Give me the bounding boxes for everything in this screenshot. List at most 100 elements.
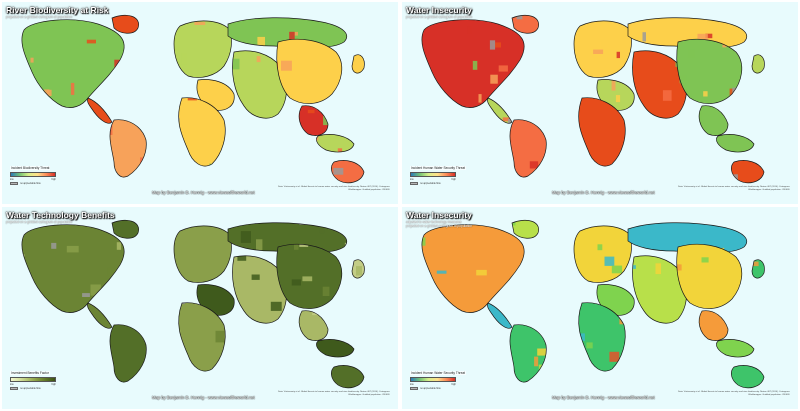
grid-cell bbox=[276, 408, 280, 409]
grid-cell bbox=[263, 179, 270, 183]
landmass-border bbox=[716, 339, 755, 358]
grid-cell bbox=[609, 351, 620, 362]
grid-cell bbox=[409, 291, 413, 299]
grid-cell bbox=[418, 398, 426, 409]
grid-cell bbox=[10, 19, 19, 24]
grid-cell bbox=[775, 220, 782, 227]
grid-cell bbox=[531, 249, 537, 255]
grid-cell bbox=[795, 258, 798, 264]
grid-cell bbox=[547, 21, 552, 30]
grid-cell bbox=[509, 209, 521, 220]
grid-cell bbox=[356, 319, 360, 324]
grid-cell bbox=[521, 390, 531, 393]
grid-cell bbox=[594, 405, 601, 409]
grid-cell bbox=[392, 355, 398, 367]
grid-cell bbox=[242, 357, 252, 368]
grid-cell bbox=[380, 170, 386, 181]
grid-cell bbox=[268, 4, 277, 14]
grid-cell bbox=[714, 3, 718, 9]
grid-cell bbox=[552, 377, 564, 382]
grid-cell bbox=[232, 407, 240, 410]
grid-cell bbox=[566, 355, 573, 363]
grid-cell bbox=[522, 111, 531, 115]
landmass-border bbox=[276, 38, 343, 104]
grid-cell bbox=[100, 196, 104, 204]
grid-cell bbox=[797, 198, 799, 204]
grid-cell bbox=[458, 117, 468, 124]
grid-cell bbox=[182, 400, 192, 409]
grid-cell bbox=[726, 154, 732, 159]
grid-cell bbox=[426, 135, 430, 142]
legend-label: Incident Biodiversity Threat bbox=[10, 166, 51, 170]
grid-cell bbox=[344, 214, 352, 223]
legend-none-label: no appreciable flow bbox=[420, 387, 441, 390]
landmass-fill bbox=[716, 339, 754, 357]
grid-cell bbox=[613, 367, 622, 376]
grid-cell bbox=[74, 110, 82, 117]
grid-cell bbox=[347, 117, 357, 126]
grid-cell bbox=[80, 394, 88, 399]
grid-cell bbox=[139, 294, 150, 301]
grid-cell bbox=[286, 371, 294, 377]
grid-cell bbox=[472, 353, 484, 358]
grid-cell bbox=[165, 66, 171, 70]
grid-cell bbox=[365, 333, 370, 341]
grid-cell bbox=[79, 379, 84, 386]
grid-cell bbox=[762, 346, 773, 350]
grid-cell bbox=[396, 96, 398, 105]
grid-cell bbox=[671, 342, 679, 354]
grid-cell bbox=[227, 174, 237, 181]
grid-cell bbox=[624, 158, 629, 169]
grid-cell bbox=[789, 320, 793, 325]
grid-cell bbox=[493, 219, 504, 226]
grid-cell bbox=[99, 194, 111, 204]
grid-cell bbox=[455, 408, 464, 409]
grid-cell bbox=[669, 327, 680, 330]
map-credit: Map by Benjamin D. Hennig - www.viewsoft… bbox=[552, 395, 655, 400]
grid-cell bbox=[304, 397, 311, 408]
grid-cell bbox=[382, 145, 389, 154]
grid-cell bbox=[40, 133, 47, 140]
grid-cell bbox=[352, 151, 356, 156]
grid-cell bbox=[361, 217, 368, 225]
grid-cell bbox=[170, 165, 178, 171]
grid-cell bbox=[362, 283, 366, 291]
grid-cell bbox=[667, 129, 675, 136]
grid-cell bbox=[788, 240, 792, 244]
landmass-border bbox=[173, 20, 232, 78]
grid-cell bbox=[549, 361, 556, 369]
grid-cell bbox=[130, 211, 136, 222]
grid-cell bbox=[772, 282, 782, 286]
grid-cell bbox=[152, 202, 155, 204]
grid-cell bbox=[645, 357, 655, 361]
grid-cell bbox=[358, 155, 364, 163]
grid-cell bbox=[790, 297, 797, 305]
grid-cell bbox=[43, 148, 49, 154]
grid-cell bbox=[140, 248, 143, 255]
grid-cell bbox=[519, 6, 530, 14]
grid-cell bbox=[382, 347, 390, 355]
landmass-fill bbox=[716, 134, 754, 152]
grid-cell bbox=[536, 243, 544, 247]
grid-cell bbox=[373, 82, 378, 90]
grid-cell bbox=[742, 225, 749, 230]
grid-cell bbox=[353, 397, 357, 406]
grid-cell bbox=[507, 118, 512, 124]
grid-cell bbox=[625, 114, 628, 123]
grid-cell bbox=[622, 209, 632, 219]
grid-cell bbox=[490, 380, 494, 391]
grid-cell bbox=[210, 203, 220, 204]
grid-cell bbox=[149, 103, 159, 106]
grid-cell bbox=[3, 406, 13, 409]
grid-cell bbox=[420, 346, 425, 351]
grid-cell bbox=[210, 166, 217, 171]
grid-cell bbox=[386, 373, 398, 382]
grid-cell bbox=[553, 314, 562, 326]
grid-cell bbox=[358, 215, 362, 219]
grid-cell bbox=[24, 345, 29, 348]
grid-cell bbox=[42, 94, 47, 104]
grid-cell bbox=[295, 163, 306, 174]
grid-cell bbox=[677, 330, 685, 335]
grid-cell bbox=[170, 334, 178, 341]
grid-cell bbox=[332, 96, 336, 103]
